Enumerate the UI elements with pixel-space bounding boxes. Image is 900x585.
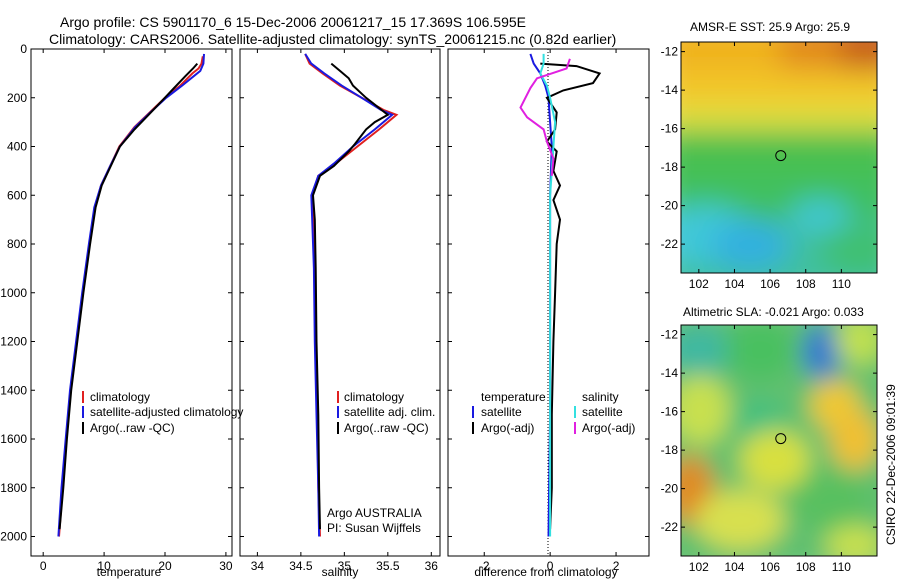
sst-map-title: AMSR-E SST: 25.9 Argo: 25.9	[690, 20, 850, 34]
legend-header-temperature: temperature	[481, 390, 546, 404]
series-line-satellite	[304, 53, 395, 537]
series-line-argo-adj	[540, 62, 602, 530]
x-tick-label: 34.5	[289, 559, 313, 573]
map-y-tick-label: -16	[661, 122, 679, 136]
x-tick-label: 34	[251, 559, 265, 573]
x-tick-label: 30	[219, 559, 233, 573]
temperature-panel: 0 10 20 30 0 200 400 600 800 1000 1200 1400 1600 1800…	[0, 42, 243, 579]
map-x-tick-label: 110	[832, 560, 851, 574]
sla-map-frame	[680, 324, 878, 557]
map-y-tick-label: -18	[661, 160, 679, 174]
map-x-tick-label: 110	[832, 277, 851, 291]
salinity-legend: climatology satellite adj. clim. Argo(..…	[337, 390, 435, 435]
legend-label-sal-satellite: satellite	[582, 405, 623, 419]
map-x-tick-label: 108	[796, 277, 816, 291]
x-tick-label: 35	[338, 559, 352, 573]
sst-heatmap	[681, 42, 877, 273]
map-y-tick-label: -20	[661, 482, 679, 496]
sla-map-panel: Altimetric SLA: -0.021 Argo: 0.033 102 10…	[661, 305, 878, 574]
difference-legend: temperature satellite Argo(-adj) salinit…	[472, 390, 635, 435]
sla-heatmap	[681, 325, 877, 556]
y-tick-label: 1600	[0, 432, 27, 446]
y-tick-label: 1800	[0, 481, 27, 495]
series-line-salinity-satellite	[539, 53, 557, 537]
series-line-satellite	[57, 53, 205, 537]
legend-label-temp-satellite: satellite	[481, 405, 522, 419]
y-tick-label: 400	[7, 140, 27, 154]
map-x-tick-label: 106	[760, 560, 780, 574]
map-y-tick-label: -12	[661, 45, 679, 59]
footer-vertical-timestamp: CSIRO 22-Dec-2006 09:01:39	[884, 384, 898, 545]
pi-annotation: PI: Susan Wijffels	[327, 521, 421, 535]
map-x-tick-label: 104	[724, 277, 744, 291]
map-x-tick-label: 106	[760, 277, 780, 291]
argo-australia-annotation: Argo AUSTRALIA	[327, 506, 422, 520]
x-tick-label: 20	[158, 559, 172, 573]
y-tick-label: 0	[20, 42, 27, 56]
salinity-axes-frame	[239, 48, 441, 557]
map-y-tick-label: -18	[661, 443, 679, 457]
legend-label-argo: Argo(..raw -QC)	[344, 421, 429, 435]
header-line1: Argo profile: CS 5901170_6 15-Dec-2006 2…	[60, 14, 526, 30]
map-y-tick-label: -22	[661, 520, 679, 534]
map-y-tick-label: -14	[661, 366, 679, 380]
difference-panel: -2 0 2 temperature satellite Argo(-adj) sa…	[447, 48, 650, 579]
series-line-salinity-argo-adj	[519, 58, 571, 176]
map-y-tick-label: -16	[661, 405, 679, 419]
legend-label-satellite: satellite adj. clim.	[344, 405, 435, 419]
x-tick-label: 10	[97, 559, 111, 573]
series-line-climatology	[58, 56, 204, 537]
sst-map-panel: AMSR-E SST: 25.9 Argo: 25.9 102 104 106 108…	[661, 20, 878, 291]
x-tick-label: 35.5	[376, 559, 400, 573]
legend-label-satellite: satellite-adjusted climatology	[90, 405, 243, 419]
y-tick-label: 800	[7, 237, 27, 251]
argo-position-marker	[775, 433, 787, 445]
x-tick-label: 0	[547, 559, 554, 573]
x-tick-label: -2	[479, 559, 490, 573]
x-tick-label: 2	[613, 559, 620, 573]
y-tick-label: 1200	[0, 335, 27, 349]
salinity-panel: 34 34.5 35 35.5 36 climatology satellite adj…	[239, 48, 441, 579]
series-line-argo	[311, 62, 390, 530]
map-y-tick-label: -12	[661, 328, 679, 342]
map-x-tick-label: 104	[724, 560, 744, 574]
y-tick-label: 600	[7, 188, 27, 202]
y-tick-label: 2000	[0, 530, 27, 544]
y-tick-label: 1000	[0, 286, 27, 300]
difference-xlabel: difference from climatology	[474, 565, 617, 579]
temperature-xlabel: temperature	[97, 565, 162, 579]
map-x-tick-label: 102	[689, 277, 709, 291]
temperature-axes-frame	[30, 48, 233, 557]
legend-header-salinity: salinity	[582, 390, 619, 404]
header-line2: Climatology: CARS2006. Satellite-adjuste…	[49, 31, 616, 47]
y-tick-label: 200	[7, 91, 27, 105]
map-y-tick-label: -22	[661, 237, 679, 251]
temperature-legend: climatology satellite-adjusted climatolo…	[82, 390, 243, 435]
map-x-tick-label: 102	[689, 560, 709, 574]
legend-label-sal-argo: Argo(-adj)	[582, 421, 635, 435]
series-line-satellite	[529, 53, 553, 537]
map-y-tick-label: -20	[661, 199, 679, 213]
x-tick-label: 0	[40, 559, 47, 573]
map-y-tick-label: -14	[661, 83, 679, 97]
x-tick-label: 36	[425, 559, 439, 573]
argo-position-marker	[775, 150, 787, 162]
sst-map-frame	[680, 41, 878, 274]
legend-label-argo: Argo(..raw -QC)	[90, 421, 175, 435]
salinity-xlabel: salinity	[322, 565, 359, 579]
map-x-tick-label: 108	[796, 560, 816, 574]
sla-map-title: Altimetric SLA: -0.021 Argo: 0.033	[683, 305, 864, 319]
legend-label-temp-argo: Argo(-adj)	[481, 421, 534, 435]
legend-label-climatology: climatology	[344, 390, 404, 404]
y-tick-label: 1400	[0, 383, 27, 397]
legend-label-climatology: climatology	[90, 390, 150, 404]
series-line-argo	[58, 62, 199, 530]
